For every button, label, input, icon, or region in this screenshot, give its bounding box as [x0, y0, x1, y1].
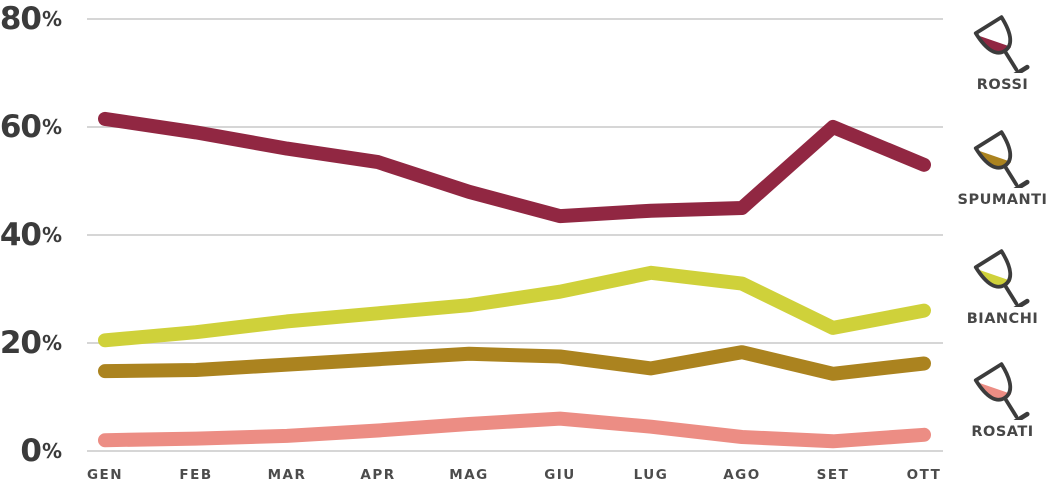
wine-glass-icon	[973, 15, 1030, 73]
percent-suffix: %	[41, 7, 62, 31]
gridline-0	[87, 450, 943, 452]
gridline-40	[87, 234, 943, 236]
legend-label-bianchi: BIANCHI	[966, 311, 1039, 327]
y-tick-value: 60	[0, 108, 42, 145]
y-axis-tick-40: 40%	[0, 217, 62, 253]
x-axis-label-apr: APR	[360, 467, 396, 483]
x-axis-label-mar: MAR	[267, 467, 307, 483]
legend-item-rosati: ROSATI	[954, 359, 1050, 440]
legend-item-spumanti: SPUMANTI	[954, 127, 1050, 208]
x-axis-label-ago: AGO	[723, 467, 761, 483]
y-tick-value: 40	[0, 216, 42, 253]
legend-label-spumanti: SPUMANTI	[957, 192, 1048, 208]
y-axis-tick-80: 80%	[0, 1, 62, 37]
y-axis-tick-60: 60%	[0, 109, 62, 145]
wine-fill	[975, 381, 1011, 401]
percent-suffix: %	[41, 223, 62, 247]
wine-glass-icon	[973, 249, 1030, 307]
y-tick-value: 0	[20, 432, 42, 469]
series-line-spumanti	[98, 345, 931, 381]
wine-glass-icon	[973, 130, 1030, 188]
legend-label-rossi: ROSSI	[976, 77, 1029, 93]
wine-glass-icon	[973, 362, 1030, 420]
wine-fill	[975, 34, 1011, 54]
y-tick-value: 20	[0, 324, 42, 361]
legend-label-rosati: ROSATI	[971, 424, 1034, 440]
gridline-60	[87, 126, 943, 128]
percent-suffix: %	[41, 331, 62, 355]
x-axis-label-ott: OTT	[906, 467, 942, 483]
percent-suffix: %	[41, 439, 62, 463]
x-axis-label-lug: LUG	[633, 467, 669, 483]
series-line-rosati	[98, 411, 931, 449]
series-line-rossi	[98, 111, 931, 224]
y-tick-value: 80	[0, 0, 42, 37]
series-line-bianchi	[98, 265, 931, 348]
percent-suffix: %	[41, 115, 62, 139]
x-axis-label-gen: GEN	[86, 467, 124, 483]
legend-item-rossi: ROSSI	[954, 12, 1050, 93]
x-axis-label-mag: MAG	[449, 467, 489, 483]
legend-item-bianchi: BIANCHI	[954, 246, 1050, 327]
gridline-20	[87, 342, 943, 344]
y-axis-tick-20: 20%	[0, 325, 62, 361]
wine-fill	[975, 268, 1011, 288]
x-axis-label-feb: FEB	[179, 467, 213, 483]
y-axis-tick-0: 0%	[0, 433, 62, 469]
gridline-80	[87, 18, 943, 20]
wine-fill	[975, 149, 1011, 169]
x-axis-label-giu: GIU	[544, 467, 576, 483]
x-axis-label-set: SET	[816, 467, 850, 483]
